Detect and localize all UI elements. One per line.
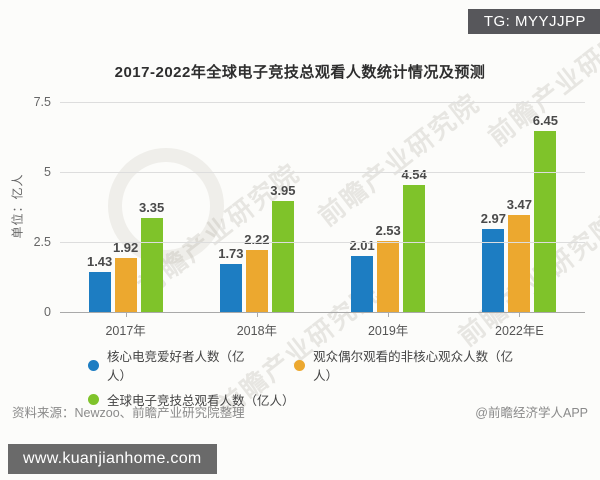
x-axis-label: 2022年E xyxy=(454,313,585,339)
bar-value-label: 1.92 xyxy=(112,240,139,256)
legend-item: 观众偶尔观看的非核心观众人数（亿人） xyxy=(294,346,520,384)
bar-2022年E-观众偶尔观看的非核心观众人数（亿人）[interactable] xyxy=(508,214,531,312)
bar-value-label: 1.43 xyxy=(86,253,113,269)
x-tick-mark xyxy=(388,313,390,317)
legend-dot-icon xyxy=(294,359,306,371)
bar-2017年-核心电竞爱好者人数（亿人）[interactable] xyxy=(88,271,111,312)
legend-dot-icon xyxy=(88,359,99,371)
x-category-text: 2022年E xyxy=(495,324,544,338)
bar-2019年-观众偶尔观看的非核心观众人数（亿人）[interactable] xyxy=(377,241,400,312)
gridline xyxy=(60,241,585,243)
bar-unit: 6.45 xyxy=(532,102,559,312)
bar-unit: 1.73 xyxy=(218,102,244,312)
legend-item: 核心电竞爱好者人数（亿人） xyxy=(88,346,256,384)
bar-2022年E-核心电竞爱好者人数（亿人）[interactable] xyxy=(482,228,505,312)
x-category-text: 2019年 xyxy=(367,324,409,338)
bar-unit: 2.01 xyxy=(349,102,375,312)
x-category-text: 2018年 xyxy=(236,324,278,338)
website-bar: www.kuanjianhome.com xyxy=(8,444,217,474)
y-tick-label: 2.5 xyxy=(33,234,51,249)
legend: 核心电竞爱好者人数（亿人） 观众偶尔观看的非核心观众人数（亿人） 全球电子竞技总观… xyxy=(88,346,558,415)
y-tick-label: 5 xyxy=(44,164,51,179)
legend-label: 核心电竞爱好者人数（亿人） xyxy=(107,350,245,383)
bar-group: 1.43 1.92 3.35 xyxy=(60,102,191,312)
x-axis-label: 2019年 xyxy=(323,313,454,339)
bar-value-label: 3.95 xyxy=(270,183,296,199)
bar-value-label: 2.22 xyxy=(244,231,270,247)
bar-2019年-核心电竞爱好者人数（亿人）[interactable] xyxy=(351,255,374,312)
bar-2018年-观众偶尔观看的非核心观众人数（亿人）[interactable] xyxy=(245,249,268,312)
legend-row-1: 核心电竞爱好者人数（亿人） 观众偶尔观看的非核心观众人数（亿人） xyxy=(88,346,558,384)
credit-text: @前瞻经济学人APP xyxy=(475,406,588,420)
bar-groups: 1.43 1.92 3.35 1.73 2.22 3.95 2.01 2.53 4.54 2.97… xyxy=(60,102,585,312)
x-axis-label: 2018年 xyxy=(191,313,322,339)
bar-unit: 2.22 xyxy=(244,102,270,312)
bar-unit: 3.47 xyxy=(506,102,533,312)
bar-group: 2.01 2.53 4.54 xyxy=(323,102,454,312)
bar-2018年-全球电子竞技总观看人数（亿人）[interactable] xyxy=(271,201,294,312)
x-tick-mark xyxy=(519,313,521,317)
bar-group: 1.73 2.22 3.95 xyxy=(191,102,322,312)
bar-group: 2.97 3.47 6.45 xyxy=(454,102,585,312)
plot-wrapper: 1.43 1.92 3.35 1.73 2.22 3.95 2.01 2.53 4.54 2.97… xyxy=(34,95,585,319)
bar-value-label: 2.53 xyxy=(375,223,401,239)
website-url: www.kuanjianhome.com xyxy=(23,450,202,467)
bar-2018年-核心电竞爱好者人数（亿人）[interactable] xyxy=(219,263,242,312)
bar-value-label: 3.35 xyxy=(138,200,165,216)
bar-unit: 4.54 xyxy=(401,102,427,312)
legend-dot-icon xyxy=(88,394,99,405)
bar-unit: 1.43 xyxy=(86,102,113,312)
y-tick-label: 0 xyxy=(44,305,51,319)
y-axis-title: 单位：亿人 xyxy=(10,173,25,239)
bar-value-label: 1.73 xyxy=(218,245,244,261)
bar-unit: 2.97 xyxy=(480,102,507,312)
bar-value-label: 4.54 xyxy=(401,166,427,182)
bar-unit: 3.95 xyxy=(270,102,296,312)
legend-label: 观众偶尔观看的非核心观众人数（亿人） xyxy=(313,350,514,383)
bar-2022年E-全球电子竞技总观看人数（亿人）[interactable] xyxy=(534,131,557,312)
data-source-text: 资料来源：Newzoo、前瞻产业研究院整理 xyxy=(12,406,245,420)
legend-row-2: 全球电子竞技总观看人数（亿人） xyxy=(88,390,558,409)
gridline xyxy=(60,171,585,173)
bar-value-label: 6.45 xyxy=(532,113,559,129)
bar-value-label: 2.97 xyxy=(480,210,507,226)
bar-value-label: 2.01 xyxy=(349,237,375,253)
bar-2017年-观众偶尔观看的非核心观众人数（亿人）[interactable] xyxy=(114,258,137,312)
x-axis-label: 2017年 xyxy=(60,313,191,339)
bar-2019年-全球电子竞技总观看人数（亿人）[interactable] xyxy=(403,184,426,312)
x-axis-labels: 2017年 2018年 2019年 2022年E xyxy=(60,313,585,339)
bar-value-label: 3.47 xyxy=(506,196,533,212)
source-row: 资料来源：Newzoo、前瞻产业研究院整理 @前瞻经济学人APP xyxy=(12,402,588,421)
bar-unit: 3.35 xyxy=(138,102,165,312)
tg-contact-text: TG: MYYJJPP xyxy=(483,13,586,30)
x-category-text: 2017年 xyxy=(105,324,146,338)
bar-unit: 2.53 xyxy=(375,102,401,312)
x-tick-mark xyxy=(125,313,127,317)
legend-item: 全球电子竞技总观看人数（亿人） xyxy=(88,390,295,409)
chart-title: 2017-2022年全球电子竞技总观看人数统计情况及预测 xyxy=(114,64,486,81)
legend-label: 全球电子竞技总观看人数（亿人） xyxy=(107,394,295,408)
bar-2017年-全球电子竞技总观看人数（亿人）[interactable] xyxy=(140,218,163,312)
tg-contact-badge: TG: MYYJJPP xyxy=(467,9,600,34)
plot-area: 1.43 1.92 3.35 1.73 2.22 3.95 2.01 2.53 4.54 2.97… xyxy=(34,95,585,319)
gridline xyxy=(60,102,585,103)
bar-unit: 1.92 xyxy=(112,102,139,312)
x-tick-mark xyxy=(256,313,258,317)
y-tick-label: 7.5 xyxy=(33,95,51,109)
